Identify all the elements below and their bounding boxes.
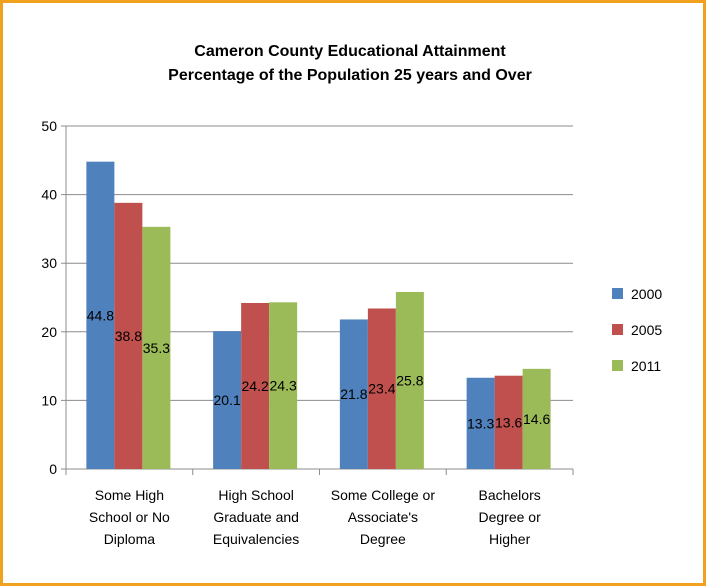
- data-label: 44.8: [87, 307, 114, 323]
- data-label: 14.6: [523, 411, 550, 427]
- data-label: 21.8: [340, 386, 367, 402]
- data-label: 25.8: [396, 373, 423, 389]
- x-category-label: High School: [218, 487, 294, 503]
- data-label: 24.3: [270, 378, 297, 394]
- y-tick-label: 30: [41, 255, 57, 271]
- chart-title: Cameron County Educational Attainment Pe…: [0, 40, 700, 88]
- x-category-label: Associate's: [348, 509, 418, 525]
- x-category-label: Some High: [95, 487, 164, 503]
- legend-label-2011: 2011: [631, 358, 661, 374]
- legend-swatch-2011: [612, 360, 623, 371]
- bar-2000: [466, 377, 495, 469]
- data-label: 24.2: [242, 378, 269, 394]
- legend-swatch-2000: [612, 288, 623, 299]
- x-category-label: Degree: [360, 531, 406, 547]
- legend-label-2000: 2000: [631, 286, 662, 302]
- data-label: 13.6: [495, 414, 522, 430]
- bar-2005: [494, 375, 523, 469]
- bar-2005: [114, 202, 143, 469]
- chart-title-line-2: Percentage of the Population 25 years an…: [168, 67, 532, 84]
- data-label: 38.8: [115, 328, 142, 344]
- x-category-label: Degree or: [478, 509, 541, 525]
- x-category-label: Some College or: [331, 487, 436, 503]
- x-category-label: Graduate and: [213, 509, 299, 525]
- y-tick-label: 0: [49, 461, 57, 477]
- y-tick-label: 50: [41, 118, 57, 134]
- data-label: 35.3: [143, 340, 170, 356]
- x-category-label: Bachelors: [478, 487, 540, 503]
- bar-2005: [367, 308, 396, 469]
- data-label: 23.4: [368, 381, 395, 397]
- bar-2011: [142, 226, 171, 469]
- legend-swatch-2005: [612, 324, 623, 335]
- x-category-label: School or No: [89, 509, 170, 525]
- bar-2000: [339, 319, 368, 469]
- bar-2005: [241, 302, 270, 469]
- y-tick-label: 40: [41, 187, 57, 203]
- bar-2011: [395, 292, 424, 469]
- chart-title-line-1: Cameron County Educational Attainment: [194, 43, 506, 60]
- bar-2011: [269, 302, 298, 469]
- bar-2000: [213, 331, 242, 469]
- data-label: 20.1: [214, 392, 241, 408]
- data-label: 13.3: [467, 415, 494, 431]
- y-tick-label: 20: [41, 324, 57, 340]
- x-category-label: Equivalencies: [213, 531, 299, 547]
- y-tick-label: 10: [41, 392, 57, 408]
- legend-label-2005: 2005: [631, 322, 662, 338]
- bar-2011: [522, 368, 551, 469]
- x-category-label: Higher: [489, 531, 531, 547]
- x-category-label: Diploma: [104, 531, 156, 547]
- bar-2000: [86, 161, 115, 469]
